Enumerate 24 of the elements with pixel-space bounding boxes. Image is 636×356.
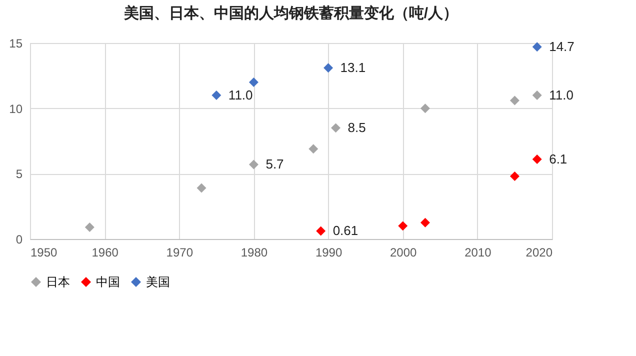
x-tick-label: 1960 — [92, 246, 119, 260]
data-label: 13.1 — [340, 60, 366, 75]
data-label: 0.61 — [332, 223, 358, 238]
x-tick-label: 2010 — [464, 246, 492, 260]
data-label: 11.0 — [228, 87, 253, 102]
x-tick-label: 1980 — [240, 246, 268, 260]
y-tick-label: 15 — [9, 36, 23, 50]
data-label: 14.7 — [549, 38, 574, 54]
legend-label: 日本 — [46, 275, 70, 289]
data-label: 6.1 — [549, 151, 568, 166]
x-tick-label: 1950 — [30, 246, 58, 260]
y-tick-label: 10 — [9, 102, 23, 116]
x-tick-label: 1990 — [315, 246, 342, 260]
legend-label: 美国 — [146, 275, 170, 289]
x-tick-label: 1970 — [166, 246, 194, 260]
data-label: 8.5 — [348, 120, 366, 135]
legend-label: 中国 — [96, 275, 120, 289]
data-label: 11.0 — [549, 87, 574, 102]
y-tick-label: 5 — [16, 167, 23, 182]
data-label: 5.7 — [266, 156, 284, 172]
chart-title: 美国、日本、中国的人均钢铁蓄积量变化（吨/人） — [122, 4, 458, 22]
y-tick-label: 0 — [16, 232, 23, 246]
x-tick-label: 2000 — [390, 246, 418, 260]
x-tick-label: 2020 — [526, 246, 553, 260]
